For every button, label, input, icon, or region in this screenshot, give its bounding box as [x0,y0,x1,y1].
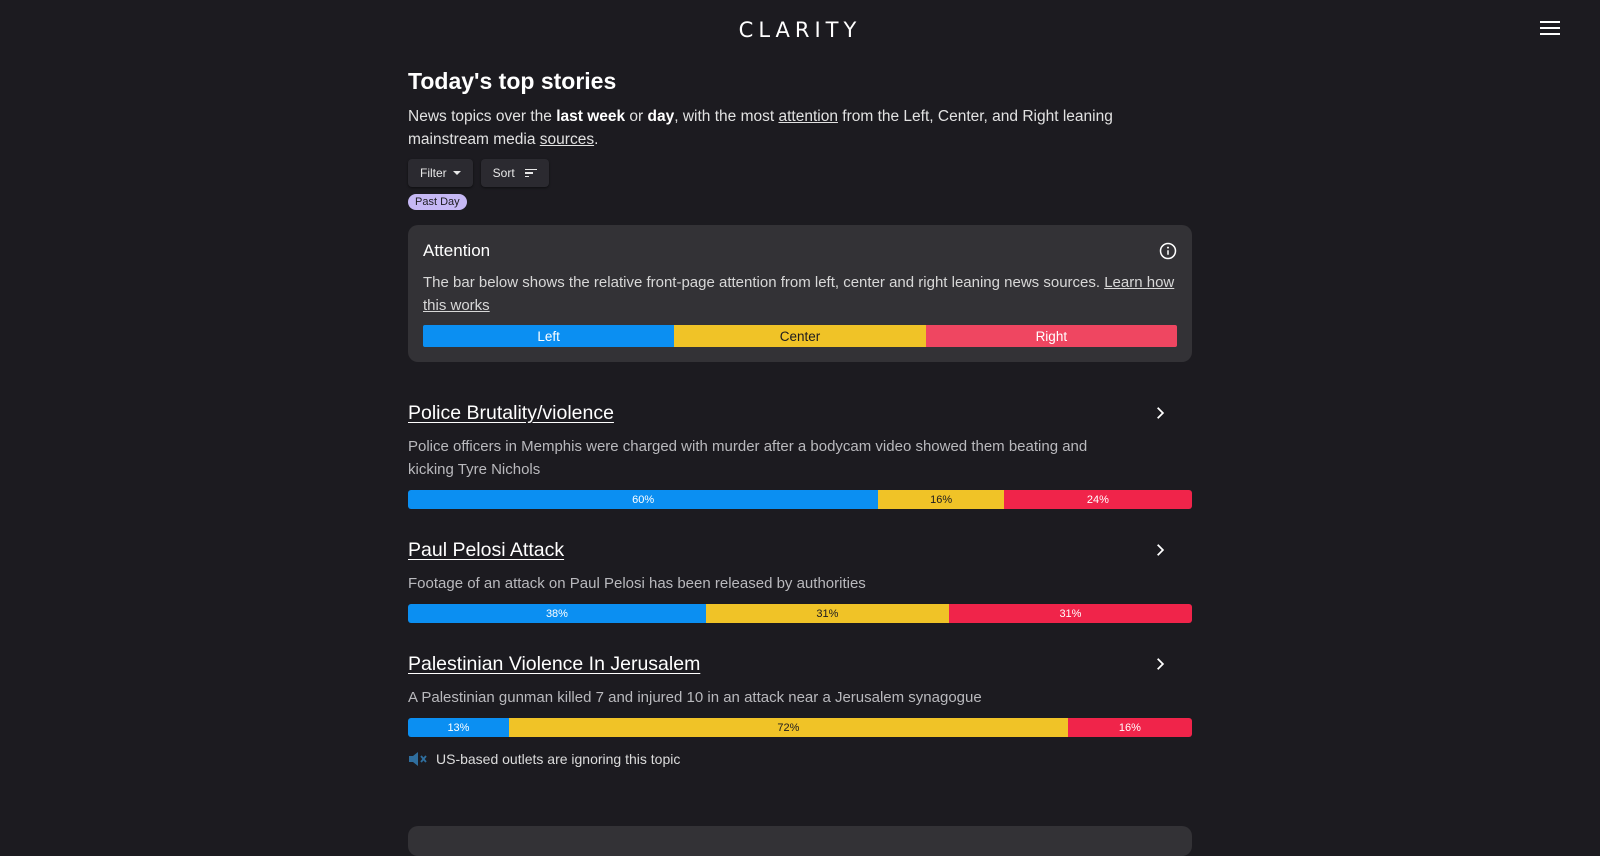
controls-row: Filter Sort [408,159,1192,187]
story-description: Footage of an attack on Paul Pelosi has … [408,575,866,592]
attention-link[interactable]: attention [778,108,838,125]
chevron-right-icon[interactable] [1153,543,1167,557]
sort-button[interactable]: Sort [480,159,549,187]
sort-icon [524,168,537,178]
top-bar: CLARITY [0,0,1600,64]
story-item: Palestinian Violence In Jerusalem A Pale… [408,653,1192,767]
intro-part: , with the most [674,108,779,125]
bar-left-segment: 60% [408,490,879,509]
next-story-card [408,826,1192,856]
intro-bold-last-week: last week [556,108,626,125]
intro-bold-day: day [647,108,675,125]
attention-bar: 60% 16% 24% [408,490,1192,509]
legend-right: Right [925,325,1177,347]
bar-right-segment: 31% [948,604,1192,623]
bar-left-segment: 13% [408,718,509,737]
filter-label: Filter [420,166,447,180]
chevron-right-icon[interactable] [1153,657,1167,671]
caret-down-icon [452,171,461,175]
bar-center-segment: 31% [705,604,949,623]
sort-label: Sort [492,166,515,180]
intro-part: or [625,108,648,125]
story-title[interactable]: Police Brutality/violence [408,402,614,424]
bar-center-segment: 72% [508,718,1068,737]
hamburger-menu-icon[interactable] [1540,21,1560,37]
intro-part: . [594,131,599,148]
muted-speaker-icon [409,752,427,766]
intro-part: from the Left, Center, and Right leaning… [408,108,1113,148]
filter-button[interactable]: Filter [408,159,473,187]
bar-right-segment: 24% [1003,490,1192,509]
intro-text: News topics over the last week or day, w… [408,105,1192,151]
bar-center-segment: 16% [878,490,1004,509]
ignored-note: US-based outlets are ignoring this topic [408,751,1192,767]
story-item: Police Brutality/violence Police officer… [408,402,1192,509]
ignored-note-text: US-based outlets are ignoring this topic [436,751,681,767]
sources-link[interactable]: sources [539,131,595,148]
attention-card-text: The bar below shows the relative front-p… [423,271,1177,317]
past-day-chip[interactable]: Past Day [408,194,467,210]
info-icon[interactable] [1159,242,1177,260]
attention-bar: 38% 31% 31% [408,604,1192,623]
attention-card-title: Attention [423,241,491,260]
story-list: Police Brutality/violence Police officer… [408,402,1192,767]
main-content: Today's top stories News topics over the… [408,68,1192,767]
story-description: Police officers in Memphis were charged … [408,438,1088,478]
bar-right-segment: 16% [1067,718,1192,737]
bar-left-segment: 38% [408,604,706,623]
attention-card-description: The bar below shows the relative front-p… [423,274,1105,291]
page-title: Today's top stories [408,68,617,94]
legend-bar: Left Center Right [423,325,1177,347]
legend-center: Center [674,325,926,347]
story-title[interactable]: Paul Pelosi Attack [408,539,565,561]
learn-how-link[interactable]: Learn how this works [423,274,1175,314]
story-title[interactable]: Palestinian Violence In Jerusalem [408,653,701,675]
intro-part: News topics over the [408,108,557,125]
chevron-right-icon[interactable] [1153,406,1167,420]
clarity-logo[interactable]: CLARITY [738,18,862,42]
story-item: Paul Pelosi Attack Footage of an attack … [408,539,1192,623]
legend-left: Left [423,325,675,347]
story-description: A Palestinian gunman killed 7 and injure… [408,689,982,706]
attention-bar: 13% 72% 16% [408,718,1192,737]
attention-card: Attention The bar below shows the relati… [408,225,1192,362]
